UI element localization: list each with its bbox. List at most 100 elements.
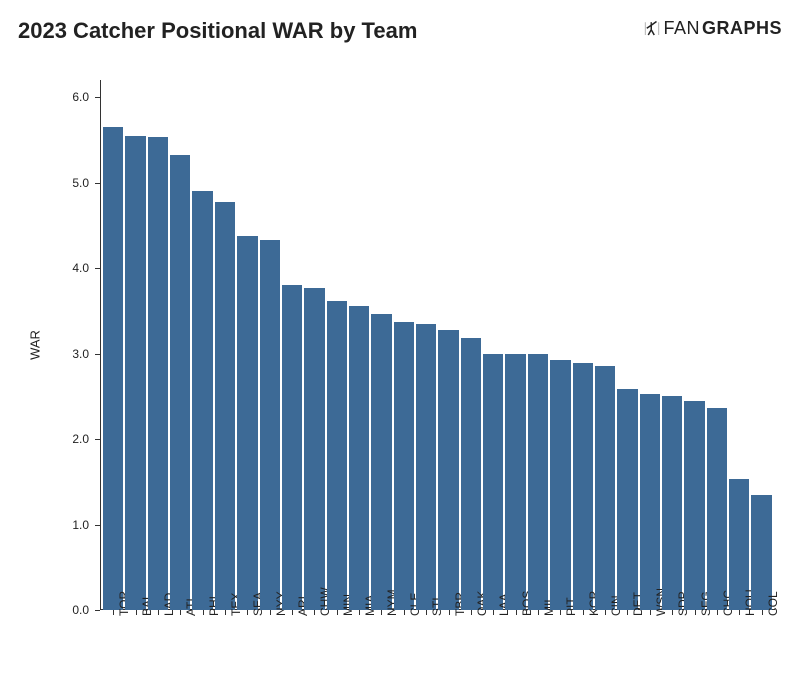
bar-slot: WSN: [640, 80, 660, 610]
bar: [707, 408, 727, 610]
x-tick-mark: [471, 610, 472, 615]
x-tick-mark: [560, 610, 561, 615]
bar-slot: SFG: [684, 80, 704, 610]
x-tick-mark: [650, 610, 651, 615]
bar-slot: LAA: [483, 80, 503, 610]
bar: [170, 155, 190, 610]
bar-slot: CLE: [394, 80, 414, 610]
y-tick-label: 0.0: [72, 603, 89, 617]
bar: [148, 137, 168, 610]
y-axis: 0.01.02.03.04.05.06.0: [65, 80, 95, 610]
bar-slot: TEX: [215, 80, 235, 610]
bar: [438, 330, 458, 610]
bar: [640, 394, 660, 610]
bar-slot: MIN: [327, 80, 347, 610]
x-tick-mark: [538, 610, 539, 615]
bar-slot: DET: [617, 80, 637, 610]
bar-slot: ATL: [170, 80, 190, 610]
x-tick-mark: [136, 610, 137, 615]
x-tick-mark: [605, 610, 606, 615]
x-tick-mark: [337, 610, 338, 615]
y-tick-label: 3.0: [72, 347, 89, 361]
logo-text-bold: GRAPHS: [702, 18, 782, 39]
x-tick-mark: [404, 610, 405, 615]
x-tick-mark: [113, 610, 114, 615]
x-tick-mark: [672, 610, 673, 615]
bar-slot: CHC: [707, 80, 727, 610]
x-tick-mark: [225, 610, 226, 615]
x-tick-mark: [695, 610, 696, 615]
bar: [550, 360, 570, 610]
bar: [282, 285, 302, 610]
x-tick-mark: [180, 610, 181, 615]
bar: [215, 202, 235, 610]
bars-group: TORBALLADATLPHITEXSEANYYARICHWMINMIANYMC…: [100, 80, 775, 610]
x-tick-mark: [717, 610, 718, 615]
y-tick-label: 6.0: [72, 90, 89, 104]
x-tick-mark: [203, 610, 204, 615]
bar: [573, 363, 593, 610]
bar: [394, 322, 414, 610]
chart-container: 2023 Catcher Positional WAR by Team FANG…: [0, 0, 800, 700]
x-tick-mark: [359, 610, 360, 615]
bar: [371, 314, 391, 610]
bar: [416, 324, 436, 610]
bar: [327, 301, 347, 610]
bar-slot: BAL: [125, 80, 145, 610]
bar: [192, 191, 212, 610]
x-tick-label: COL: [766, 591, 780, 616]
bar-slot: PIT: [550, 80, 570, 610]
x-tick-mark: [449, 610, 450, 615]
bar-slot: PHI: [192, 80, 212, 610]
x-tick-mark: [314, 610, 315, 615]
chart-area: WAR 0.01.02.03.04.05.06.0 TORBALLADATLPH…: [65, 80, 775, 610]
fangraphs-logo: FANGRAPHS: [643, 18, 782, 39]
bar-slot: NYY: [260, 80, 280, 610]
x-tick-mark: [381, 610, 382, 615]
bar-slot: HOU: [729, 80, 749, 610]
bar: [684, 401, 704, 610]
y-axis-label: WAR: [28, 330, 43, 360]
bar: [103, 127, 123, 610]
bar-slot: MIA: [349, 80, 369, 610]
bar: [461, 338, 481, 610]
bar: [260, 240, 280, 610]
x-tick-mark: [493, 610, 494, 615]
y-tick-label: 4.0: [72, 261, 89, 275]
x-tick-mark: [247, 610, 248, 615]
y-tick-label: 2.0: [72, 432, 89, 446]
bar-slot: LAD: [148, 80, 168, 610]
y-tick-label: 5.0: [72, 176, 89, 190]
bar: [125, 136, 145, 610]
bar: [528, 354, 548, 610]
bar-slot: SEA: [237, 80, 257, 610]
bar: [617, 389, 637, 610]
x-tick-mark: [158, 610, 159, 615]
bar-slot: NYM: [371, 80, 391, 610]
x-tick-mark: [292, 610, 293, 615]
x-tick-mark: [426, 610, 427, 615]
x-tick-mark: [516, 610, 517, 615]
batter-icon: [643, 20, 661, 38]
x-tick-mark: [739, 610, 740, 615]
bar-slot: TOR: [103, 80, 123, 610]
y-tick-mark: [95, 610, 100, 611]
bar-slot: OAK: [461, 80, 481, 610]
x-tick-mark: [583, 610, 584, 615]
logo-text-thin: FAN: [663, 18, 700, 39]
bar-slot: COL: [751, 80, 771, 610]
bar: [662, 396, 682, 610]
bar-slot: KCR: [573, 80, 593, 610]
bar-slot: STL: [416, 80, 436, 610]
x-tick-mark: [270, 610, 271, 615]
bar-slot: ARI: [282, 80, 302, 610]
chart-title: 2023 Catcher Positional WAR by Team: [18, 18, 417, 44]
x-tick-mark: [627, 610, 628, 615]
bar: [595, 366, 615, 610]
bar-slot: CIN: [595, 80, 615, 610]
y-tick-label: 1.0: [72, 518, 89, 532]
bar-slot: CHW: [304, 80, 324, 610]
bar: [304, 288, 324, 610]
bar-slot: BOS: [505, 80, 525, 610]
bar-slot: TBR: [438, 80, 458, 610]
